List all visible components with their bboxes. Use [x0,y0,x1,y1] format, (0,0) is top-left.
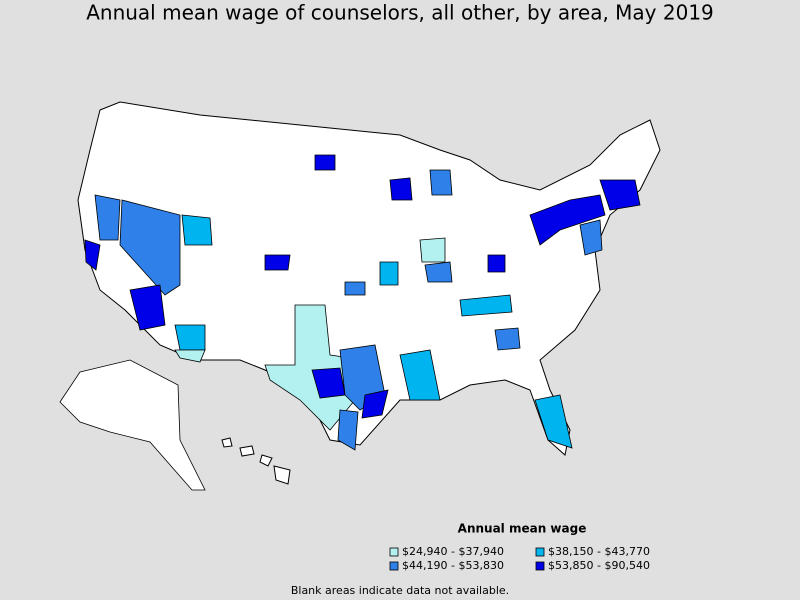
area [181,214,213,246]
legend-swatch [535,547,545,557]
area [419,237,446,263]
legend-title: Annual mean wage [458,522,587,536]
area [84,239,101,271]
area [379,261,399,286]
legend-swatch [535,561,545,571]
area [119,199,181,296]
area [361,389,389,419]
alaska [59,359,206,491]
legend-label: $38,150 - $43,770 [548,545,650,558]
note: Blank areas indicate data not available. [291,584,509,597]
legend-swatch [389,561,399,571]
area [389,177,413,201]
area [174,324,206,351]
legend-label: $24,940 - $37,940 [402,545,504,558]
area [494,327,521,351]
area [579,219,603,256]
area [129,284,166,331]
legend-swatch [389,547,399,557]
legend: Annual mean wage $24,940 - $37,940 $38,15… [389,522,650,572]
area [599,179,641,211]
area [424,261,453,283]
area [264,254,291,271]
area [344,281,366,296]
area [264,304,366,431]
area [459,294,513,317]
legend-label: $53,850 - $90,540 [548,559,650,572]
area [174,349,206,363]
area [529,194,606,246]
area [487,254,506,273]
legend-label: $44,190 - $53,830 [402,559,504,572]
wage-areas [84,154,641,451]
area [534,394,573,449]
area [399,349,441,401]
area [429,169,453,196]
area [94,194,121,241]
area [337,409,359,451]
hawaii [221,437,291,485]
map-title: Annual mean wage of counselors, all othe… [86,1,714,25]
area [314,154,336,171]
